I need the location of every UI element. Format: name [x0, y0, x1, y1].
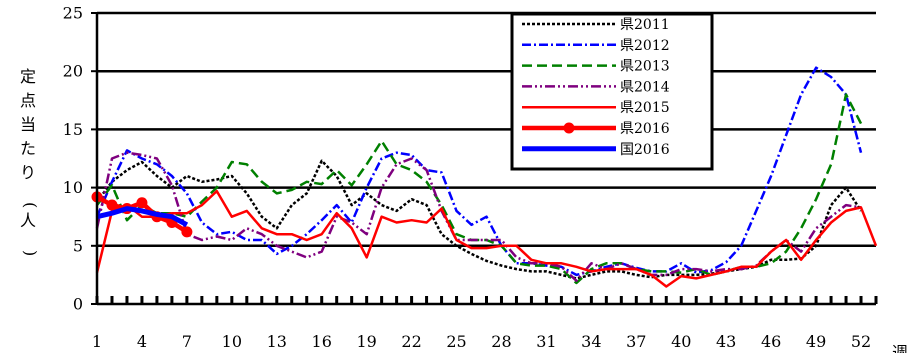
y-axis-label-char: 点 — [20, 91, 36, 110]
series-line-0 — [96, 159, 863, 280]
y-axis-label-char: ) — [21, 250, 40, 256]
series-lines — [91, 66, 878, 288]
x-tick-label-10: 10 — [222, 332, 242, 351]
y-tick-label-15: 15 — [63, 120, 83, 139]
y-axis-label-char: り — [20, 163, 36, 182]
y-tick-label-20: 20 — [63, 62, 83, 81]
x-tick-label-37: 37 — [626, 332, 646, 351]
x-tick-label-1: 1 — [92, 332, 102, 351]
y-axis-label: 定点当たり ( 人) — [20, 67, 40, 256]
tick-labels: 0 5 10 15 20 25 1 4 7 10 13 16 19 22 25 28 31 34 37 40 43 46 4… — [63, 4, 872, 352]
y-axis-label-char: 人 — [20, 211, 36, 230]
x-tick-label-4: 4 — [137, 332, 147, 351]
legend: 県2011 県2012 県2013 県2014 県2015 県2016 国2016 — [510, 12, 714, 171]
legend-label-4: 県2015 — [620, 100, 670, 116]
x-tick-label-31: 31 — [536, 332, 556, 351]
x-tick-label-46: 46 — [761, 332, 781, 351]
series-5-point-1 — [106, 199, 118, 211]
legend-marker-5 — [563, 122, 575, 134]
series-line-1 — [95, 66, 863, 277]
y-axis-label-char: た — [20, 139, 36, 158]
y-tick-label-5: 5 — [73, 236, 83, 255]
y-axis-label-char: 当 — [20, 115, 36, 134]
legend-label-6: 国2016 — [620, 142, 670, 158]
series-5-point-6 — [181, 226, 193, 238]
x-tick-label-52: 52 — [851, 332, 871, 351]
x-tick-label-34: 34 — [581, 332, 601, 351]
x-tick-label-49: 49 — [806, 332, 826, 351]
series-5-point-3 — [136, 197, 148, 209]
legend-label-5: 県2016 — [620, 121, 670, 137]
x-tick-label-16: 16 — [312, 332, 332, 351]
x-tick-label-40: 40 — [671, 332, 691, 351]
x-axis-label: 週 — [892, 343, 908, 353]
gridlines — [97, 11, 876, 248]
legend-label-3: 県2014 — [620, 79, 670, 95]
x-tick-label-19: 19 — [356, 332, 376, 351]
y-axis-label-char: ( — [21, 202, 40, 208]
y-axis-label-char: 定 — [20, 67, 36, 86]
y-tick-label-25: 25 — [63, 4, 83, 23]
legend-label-2: 県2013 — [620, 59, 670, 75]
legend-label-1: 県2012 — [620, 38, 670, 54]
x-tick-label-28: 28 — [491, 332, 511, 351]
legend-box — [510, 12, 714, 171]
y-tick-label-10: 10 — [63, 178, 83, 197]
series-line-4 — [95, 189, 878, 288]
series-line-6 — [96, 206, 189, 227]
x-tick-label-43: 43 — [716, 332, 736, 351]
x-tick-label-25: 25 — [446, 332, 466, 351]
x-tick-label-22: 22 — [401, 332, 421, 351]
x-tick-label-13: 13 — [267, 332, 287, 351]
series-line-3 — [95, 151, 862, 282]
axes — [91, 12, 878, 306]
legend-label-0: 県2011 — [620, 17, 670, 33]
x-tick-label-7: 7 — [182, 332, 192, 351]
y-tick-label-0: 0 — [73, 295, 83, 314]
